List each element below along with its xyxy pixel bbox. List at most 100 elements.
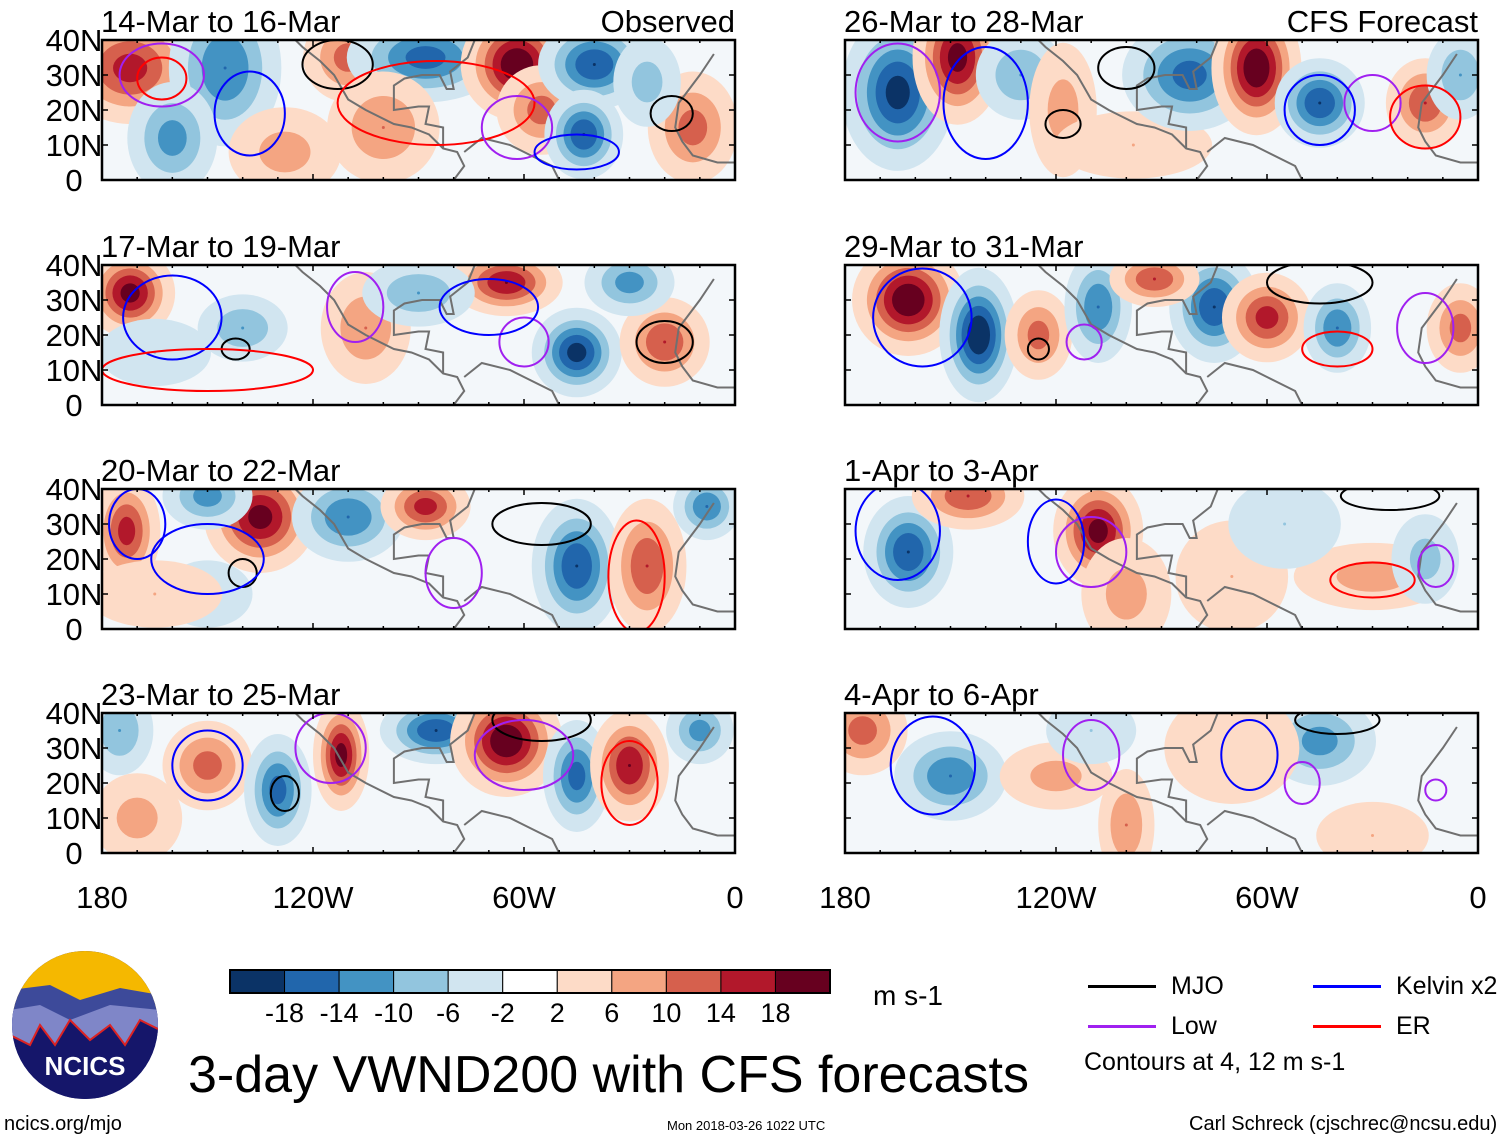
contour-mjo <box>1339 489 1441 511</box>
contour-kelvin-x2 <box>533 133 620 171</box>
anomaly-mark <box>417 291 420 295</box>
contour-low <box>1424 778 1448 802</box>
contour-kelvin-x2 <box>854 489 941 581</box>
coastline <box>1206 809 1304 853</box>
anomaly-mark <box>102 560 223 628</box>
panel-field <box>102 713 735 853</box>
anomaly-mark <box>631 61 663 103</box>
anomaly-mark <box>259 131 311 173</box>
legend-item: ER <box>1313 1012 1431 1041</box>
contour-mjo <box>1044 109 1082 139</box>
panel-title: 4-Apr to 6-Apr <box>844 677 1039 712</box>
anomaly-mark <box>118 729 122 732</box>
colorbar-label: -6 <box>436 998 460 1028</box>
contour-low <box>424 537 483 609</box>
panel-field <box>102 40 735 180</box>
legend-item: Low <box>1088 1012 1217 1041</box>
legend-label: MJO <box>1171 972 1224 1000</box>
y-tick-label: 10N <box>46 801 103 836</box>
colorbar-label: 6 <box>604 998 619 1028</box>
anomaly-mark <box>1336 561 1409 592</box>
anomaly-mark <box>157 120 187 156</box>
y-tick-label: 0 <box>65 163 82 198</box>
colorbar-swatch <box>447 969 504 994</box>
anomaly-mark <box>966 494 970 498</box>
colorbar: -18 -14 -10 -6 -2 2 6 10 14 18 <box>229 969 831 1028</box>
anomaly-mark <box>967 315 991 355</box>
contour-low <box>1065 323 1103 361</box>
coastline <box>1206 136 1304 180</box>
coastline <box>1037 713 1209 853</box>
panel-field <box>845 489 1478 629</box>
contour-low <box>1417 544 1455 588</box>
colorbar-label: 2 <box>550 998 565 1028</box>
contour-er <box>1329 561 1416 599</box>
anomaly-mark <box>120 283 140 303</box>
y-tick-label: 10N <box>46 353 103 388</box>
coastline <box>1417 53 1478 164</box>
anomaly-mark <box>1316 801 1429 853</box>
contour-mjo <box>269 775 300 812</box>
anomaly-mark <box>113 53 148 83</box>
y-tick-label: 10N <box>46 577 103 612</box>
anomaly-mark <box>1243 48 1270 88</box>
panel-title: 1-Apr to 3-Apr <box>844 453 1039 488</box>
coastline <box>1135 40 1219 149</box>
anomaly-mark <box>193 489 222 507</box>
anomaly-mark <box>567 342 587 363</box>
anomaly-mark <box>153 592 157 596</box>
panel-title: 23-Mar to 25-Mar <box>101 677 340 712</box>
anomaly-mark <box>335 743 348 767</box>
coastline <box>674 53 735 164</box>
contour-kelvin-x2 <box>108 489 167 560</box>
anomaly-mark <box>1212 305 1216 309</box>
anomaly-mark <box>1335 326 1339 330</box>
anomaly-mark <box>102 713 139 756</box>
coastline <box>1037 40 1209 180</box>
y-tick-label: 30N <box>46 58 103 93</box>
contour-mjo <box>301 40 374 90</box>
y-tick-label: 20N <box>46 766 103 801</box>
coastline <box>294 489 466 629</box>
anomaly-mark <box>193 751 222 780</box>
contour-er <box>136 56 188 101</box>
legend-line <box>1313 1025 1381 1028</box>
contour-mjo <box>1026 337 1050 361</box>
coastline <box>674 502 735 613</box>
contour-kelvin-x2 <box>1026 498 1086 585</box>
colorbar-swatch <box>338 969 395 994</box>
coastline <box>1135 489 1219 598</box>
anomaly-mark <box>241 326 245 330</box>
footer-url[interactable]: ncics.org/mjo <box>4 1113 122 1135</box>
y-tick-label: 40N <box>46 472 103 507</box>
anomaly-mark <box>1230 575 1234 578</box>
colorbar-swatch <box>393 969 449 994</box>
contour-er <box>600 740 659 826</box>
x-tick-label: 60W <box>492 880 556 915</box>
anomaly-mark <box>1027 320 1050 350</box>
anomaly-mark <box>1449 313 1472 343</box>
panel-field <box>845 713 1478 853</box>
contour-kelvin-x2 <box>942 46 1029 160</box>
anomaly-mark <box>364 326 368 330</box>
contour-low <box>326 271 385 343</box>
contour-kelvin-x2 <box>872 267 973 368</box>
anomaly-mark <box>592 63 596 66</box>
footer-credit: Carl Schreck (cjschrec@ncsu.edu) <box>1189 1113 1498 1135</box>
panel-3: 29-Mar to 31-Mar <box>843 229 1480 407</box>
anomaly-mark <box>1105 568 1147 620</box>
x-tick-label: 120W <box>273 880 355 915</box>
y-tick-label: 10N <box>46 128 103 163</box>
y-tick-label: 20N <box>46 93 103 128</box>
contour-low <box>1343 74 1402 132</box>
legend-item: Kelvin x2 <box>1313 972 1497 1001</box>
contour-low <box>854 42 941 143</box>
anomaly-mark <box>892 283 925 317</box>
legend-label: Low <box>1171 1012 1217 1040</box>
x-tick-label: 180 <box>76 880 128 915</box>
coastline <box>392 40 476 149</box>
legend-note: Contours at 4, 12 m s-1 <box>1084 1048 1346 1076</box>
